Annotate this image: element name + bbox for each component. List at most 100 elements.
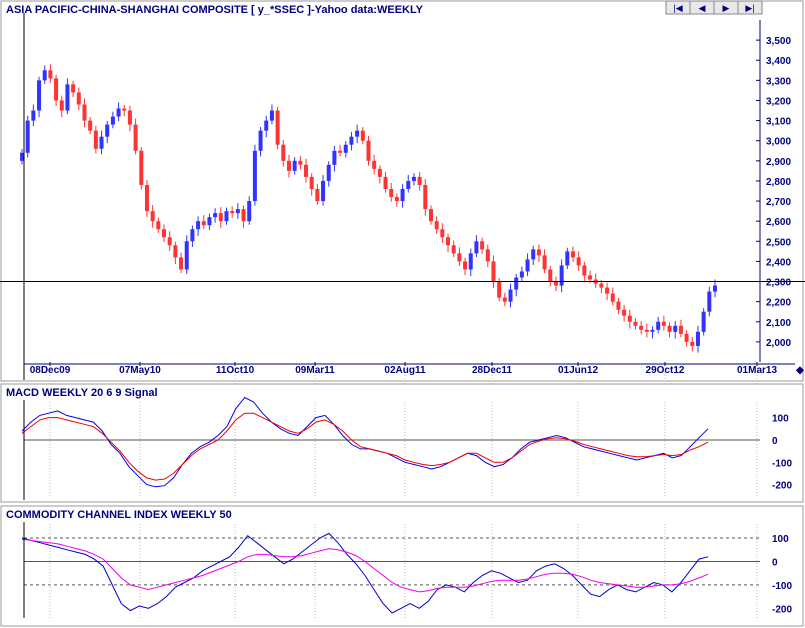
- candle-body: [667, 325, 672, 332]
- candle-body: [54, 78, 59, 101]
- candle-body: [150, 211, 155, 222]
- candle-body: [184, 241, 189, 270]
- candle-body: [110, 116, 115, 125]
- candle-body: [644, 329, 649, 332]
- price-y-tick-label: 3,300: [766, 76, 791, 87]
- candle-body: [599, 283, 604, 288]
- price-y-tick-label: 2,300: [766, 278, 791, 289]
- candle-body: [701, 311, 706, 332]
- candle-body: [480, 241, 485, 250]
- candle-body: [673, 325, 678, 332]
- cci-lines: [21, 532, 709, 614]
- candle-body: [383, 176, 388, 189]
- candle-body: [42, 70, 47, 81]
- candle-body: [179, 257, 184, 270]
- series-line-signal: [21, 412, 709, 481]
- candle-body: [536, 249, 541, 256]
- series-line-cci: [21, 532, 709, 614]
- candle-body: [326, 164, 331, 181]
- candle-body: [434, 221, 439, 230]
- candle-body: [321, 180, 326, 202]
- candle-body: [25, 120, 30, 153]
- candle-body: [366, 140, 371, 161]
- candle-body: [213, 213, 218, 218]
- candle-body: [338, 150, 343, 153]
- candle-body: [355, 130, 360, 137]
- price-y-tick-label: 2,800: [766, 177, 791, 188]
- candle-body: [315, 188, 320, 202]
- candle-body: [48, 70, 53, 79]
- cci-gridlines: [24, 524, 760, 620]
- candle-body: [156, 221, 161, 230]
- candle-body: [451, 245, 456, 254]
- y-tick-label: -100: [772, 581, 792, 592]
- first-icon: |◀: [673, 3, 682, 13]
- candle-body: [559, 265, 564, 286]
- candle-body: [616, 301, 621, 310]
- candle-body: [633, 321, 638, 326]
- price-y-tick-label: 2,700: [766, 197, 791, 208]
- candle-body: [167, 237, 172, 246]
- candle-body: [684, 333, 689, 342]
- candle-body: [31, 110, 36, 121]
- candle-body: [576, 257, 581, 266]
- last-button[interactable]: ▶|: [737, 0, 763, 15]
- price-y-tick-label: 3,500: [766, 36, 791, 47]
- candle-body: [127, 110, 132, 125]
- candle-body: [65, 84, 70, 111]
- price-y-tick-label: 3,400: [766, 56, 791, 67]
- candle-body: [508, 289, 513, 302]
- candle-body: [269, 110, 274, 121]
- candle-body: [713, 285, 717, 292]
- candle-body: [491, 261, 496, 282]
- candle-body: [247, 201, 252, 222]
- price-y-tick-label: 2,200: [766, 298, 791, 309]
- candle-body: [588, 275, 593, 280]
- y-tick-label: 100: [772, 414, 789, 425]
- candle-body: [627, 315, 632, 322]
- price-x-tick-label: 01Mar13: [737, 365, 777, 376]
- candle-body: [389, 188, 394, 198]
- candle-body: [258, 130, 263, 151]
- price-x-axis: 08Dec09 07May10 11Oct10 09Mar11 02Aug11 28Dec…: [24, 362, 804, 376]
- macd-chart-title: MACD WEEKLY 20 6 9 Signal: [6, 387, 158, 399]
- candle-body: [531, 249, 536, 260]
- macd-lines: [21, 396, 709, 488]
- candle-body: [196, 221, 201, 230]
- candle-body: [122, 108, 127, 111]
- series-line-macd: [21, 396, 709, 488]
- price-panel: ASIA PACIFIC-CHINA-SHANGHAI COMPOSITE [ …: [0, 0, 805, 382]
- next-icon: ▶: [723, 3, 730, 13]
- candle-body: [281, 144, 286, 161]
- candle-body: [360, 130, 365, 141]
- candle-body: [695, 331, 700, 346]
- candle-body: [411, 176, 416, 181]
- candle-body: [400, 188, 405, 202]
- price-y-tick-label: 2,100: [766, 318, 791, 329]
- candle-body: [304, 164, 309, 177]
- price-y-tick-label: 3,000: [766, 137, 791, 148]
- candle-body: [610, 293, 615, 302]
- previous-button[interactable]: ◀: [689, 0, 715, 15]
- candle-body: [474, 241, 479, 254]
- price-y-tick-label: 2,600: [766, 217, 791, 228]
- candle-body: [207, 217, 212, 226]
- price-y-tick-label: 2,400: [766, 257, 791, 268]
- candle-body: [446, 237, 451, 246]
- y-tick-label: 0: [772, 557, 778, 568]
- cci-y-axis: 100 0 -100 -200: [772, 534, 792, 615]
- first-button[interactable]: |◀: [665, 0, 691, 15]
- next-button[interactable]: ▶: [713, 0, 739, 15]
- y-tick-label: -200: [772, 604, 792, 615]
- candle-body: [133, 124, 138, 151]
- candle-body: [144, 184, 149, 212]
- price-x-tick-label: 09Mar11: [295, 365, 335, 376]
- y-tick-label: -100: [772, 458, 792, 469]
- nav-buttons: |◀ ◀ ▶ ▶|: [665, 0, 763, 15]
- prev-icon: ◀: [699, 3, 706, 13]
- candle-body: [99, 136, 104, 149]
- series-line-average: [21, 538, 709, 593]
- price-candles: [20, 64, 717, 353]
- candle-body: [519, 271, 524, 278]
